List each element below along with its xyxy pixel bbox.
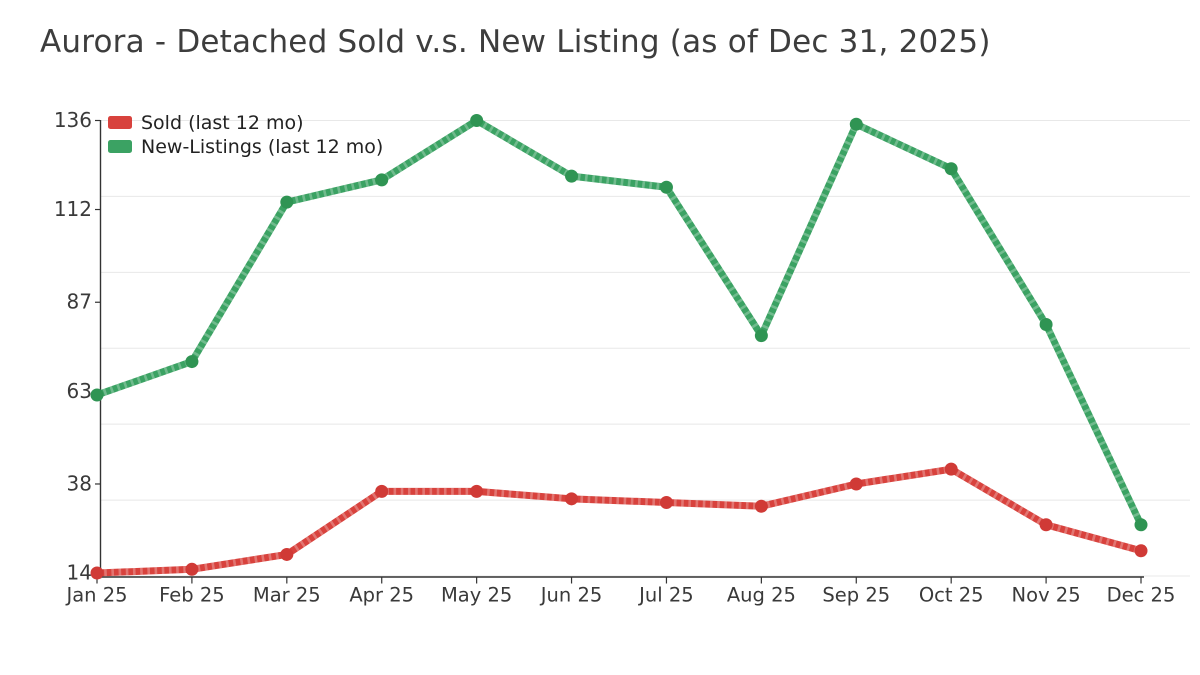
sold-color-swatch <box>108 116 132 129</box>
series-line-texture-sold <box>96 465 1142 577</box>
new-listings-color-swatch <box>108 140 132 153</box>
data-point-sold <box>470 484 484 498</box>
chart-legend: Sold (last 12 mo) New-Listings (last 12 … <box>108 111 383 158</box>
data-point-sold <box>849 477 863 491</box>
x-tick-label: Jul 25 <box>637 584 694 607</box>
y-tick-label: 38 <box>67 471 92 495</box>
data-point-sold <box>565 492 579 506</box>
legend-item-sold: Sold (last 12 mo) <box>108 111 383 134</box>
data-point-new-listings <box>1134 518 1148 532</box>
data-point-new-listings <box>565 169 579 183</box>
data-point-sold <box>280 547 294 561</box>
data-point-sold <box>90 566 104 580</box>
data-point-new-listings <box>944 162 958 176</box>
x-tick-label: Aug 25 <box>727 584 796 607</box>
data-point-new-listings <box>659 180 673 194</box>
x-tick-label: Apr 25 <box>349 584 414 607</box>
series-line-new-listings <box>93 117 1145 529</box>
series-line-sold <box>93 465 1145 577</box>
data-point-new-listings <box>1039 317 1053 331</box>
x-tick-label: Mar 25 <box>253 584 321 607</box>
y-tick-label: 136 <box>54 108 92 132</box>
data-point-new-listings <box>375 173 389 187</box>
y-tick-label: 14 <box>67 561 92 585</box>
data-point-new-listings <box>280 195 294 209</box>
x-tick-label: Jun 25 <box>539 584 602 607</box>
data-point-sold <box>185 562 199 576</box>
data-point-new-listings <box>849 117 863 131</box>
data-point-sold <box>754 499 768 513</box>
legend-item-label: Sold (last 12 mo) <box>141 111 304 134</box>
x-tick-label: Feb 25 <box>159 584 225 607</box>
y-tick-label: 63 <box>67 379 92 403</box>
data-point-new-listings <box>470 114 484 127</box>
legend-item-new-listings: New-Listings (last 12 mo) <box>108 135 383 158</box>
x-tick-label: Jan 25 <box>64 584 127 607</box>
x-tick-label: Sep 25 <box>822 584 890 607</box>
data-point-sold <box>1039 518 1053 532</box>
x-tick-label: Oct 25 <box>919 584 984 607</box>
data-point-new-listings <box>754 329 768 343</box>
data-point-new-listings <box>185 355 199 369</box>
y-tick-label: 87 <box>67 290 92 314</box>
data-point-sold <box>375 484 389 498</box>
chart-title: Aurora - Detached Sold v.s. New Listing … <box>40 24 991 60</box>
legend-item-label: New-Listings (last 12 mo) <box>141 135 384 158</box>
x-tick-label: Dec 25 <box>1107 584 1176 607</box>
x-tick-label: May 25 <box>441 584 512 607</box>
y-tick-label: 112 <box>54 197 92 221</box>
x-tick-label: Nov 25 <box>1012 584 1081 607</box>
data-point-sold <box>944 462 958 476</box>
data-point-sold <box>659 496 673 510</box>
data-point-new-listings <box>90 388 104 402</box>
data-point-sold <box>1134 544 1148 558</box>
